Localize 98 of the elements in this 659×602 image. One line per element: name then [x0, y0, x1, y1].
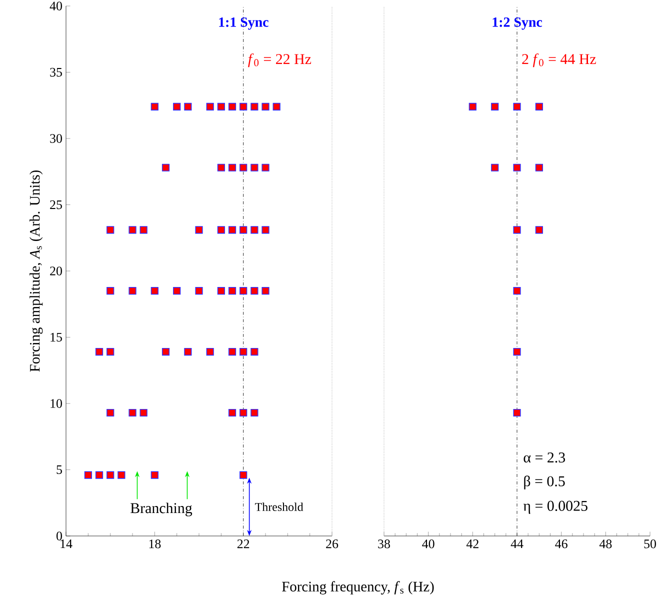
point [513, 226, 521, 234]
point [228, 226, 236, 234]
point [106, 471, 114, 479]
point [128, 408, 136, 417]
annotation: 1:1 Sync [219, 17, 268, 30]
point [228, 102, 236, 110]
point [84, 471, 92, 479]
y-tick-label: 0 [56, 532, 62, 540]
point [535, 102, 543, 110]
point [106, 226, 114, 234]
annotation: 2 f$_{0}$ = 44 Hz [522, 53, 596, 68]
point [228, 408, 236, 417]
x-tick-label: 50 [644, 540, 656, 548]
x-tick-label: 14 [60, 540, 72, 548]
point [491, 164, 499, 172]
point [217, 102, 225, 110]
point [106, 348, 114, 356]
point [262, 287, 270, 295]
y-tick-label: 15 [50, 332, 62, 342]
point [173, 287, 181, 295]
point [150, 471, 158, 479]
point [513, 164, 521, 172]
point [272, 102, 280, 110]
point [173, 102, 181, 110]
annotation: α = 2.3 [524, 452, 566, 463]
point [228, 287, 236, 295]
annotation: Threshold [255, 502, 304, 512]
point [250, 164, 258, 172]
point [217, 287, 225, 295]
point [262, 102, 270, 110]
point [106, 287, 114, 295]
annotation: f$_{0}$ = 22 Hz [248, 53, 312, 68]
y-axis-title: Forcing amplitude, A$_{s}$ (Arb. Units) [30, 170, 43, 372]
point [184, 348, 192, 356]
point [128, 287, 136, 295]
point [240, 164, 248, 172]
point [513, 102, 521, 110]
point [240, 408, 248, 417]
x-tick-label: 48 [599, 540, 612, 548]
point [128, 226, 136, 234]
x-tick-label: 18 [149, 540, 161, 548]
point [262, 164, 270, 172]
point [250, 408, 258, 417]
point [95, 348, 104, 356]
point [240, 287, 248, 295]
x-axis-title: Forcing frequency, f$_{s}$ (Hz) [282, 581, 434, 594]
point [535, 226, 543, 234]
point [240, 226, 248, 234]
point [240, 102, 248, 110]
point [262, 226, 270, 234]
point [184, 102, 192, 110]
point [228, 348, 236, 356]
point [95, 471, 104, 479]
annotation: η = 0.0025 [523, 500, 588, 514]
y-tick-label: 35 [50, 68, 62, 77]
x-tick-label: 46 [555, 540, 568, 548]
point [118, 471, 126, 479]
point [535, 164, 543, 172]
y-tick-label: 5 [56, 465, 62, 474]
x-tick-label: 42 [466, 540, 478, 548]
point [150, 102, 158, 110]
point [250, 348, 258, 356]
point [140, 226, 148, 234]
point [228, 164, 236, 172]
point [106, 408, 114, 417]
point [150, 287, 158, 295]
y-tick-label: 10 [50, 399, 62, 408]
point [513, 287, 521, 295]
point [206, 348, 214, 356]
annotation: Branching [130, 502, 192, 516]
y-tick-label: 30 [50, 134, 62, 143]
x-tick-label: 26 [326, 540, 338, 548]
annotation: 1:2 Sync [492, 17, 542, 30]
x-tick-label: 44 [510, 540, 524, 548]
point [513, 408, 521, 417]
point [468, 102, 476, 110]
point [140, 408, 148, 417]
point [250, 102, 258, 110]
point [250, 287, 258, 295]
point [162, 164, 170, 172]
y-tick-label: 25 [50, 200, 62, 210]
point [162, 348, 170, 356]
point [217, 164, 225, 172]
point [206, 102, 214, 110]
point [195, 287, 203, 295]
point [240, 471, 248, 479]
y-tick-label: 20 [50, 266, 62, 276]
point [240, 348, 248, 356]
x-tick-label: 38 [378, 540, 390, 548]
x-tick-label: 40 [422, 540, 434, 548]
point [217, 226, 225, 234]
point [250, 226, 258, 234]
x-tick-label: 22 [237, 540, 250, 548]
point [513, 348, 521, 356]
y-tick-label: 40 [50, 2, 62, 10]
annotation: β = 0.5 [524, 476, 565, 490]
point [195, 226, 203, 234]
point [491, 102, 499, 110]
